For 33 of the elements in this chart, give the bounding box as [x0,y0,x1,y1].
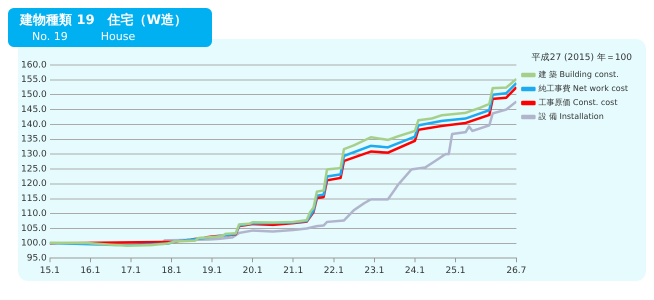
y-tick-label: 130.0 [21,150,48,160]
chart-title: 建物種類 19 住宅（W造） [20,12,188,29]
y-tick-label: 115.0 [21,194,48,204]
y-tick-label: 150.0 [21,90,48,100]
legend-label: 工事原価 Const. cost [538,98,618,108]
y-tick-label: 145.0 [21,104,48,115]
legend-label: 建 築 Building const. [537,70,619,80]
x-tick-label: 21.1 [283,266,304,276]
y-tick-label: 135.0 [21,134,48,145]
legend-label: 設 備 Installation [538,112,604,122]
y-tick-label: 155.0 [21,75,48,86]
y-tick-label: 140.0 [21,120,48,130]
y-tick-label: 160.0 [21,60,48,70]
y-tick-label: 95.0 [26,254,48,264]
x-tick-label: 18.1 [161,266,182,276]
y-tick-label: 100.0 [21,238,48,249]
x-tick-label: 26.7 [506,266,526,276]
x-tick-label: 15.1 [40,266,60,276]
y-tick-label: 120.0 [21,179,48,190]
y-tick-label: 110.0 [21,208,48,219]
x-tick-label: 25.1 [445,266,466,276]
x-tick-label: 17.1 [120,266,141,276]
x-tick-label: 19.1 [202,266,222,276]
x-tick-label: 16.1 [80,266,100,276]
x-tick-label: 24.1 [404,266,425,276]
legend-label: 純工事費 Net work cost [538,84,628,94]
y-tick-label: 125.0 [21,164,48,174]
x-tick-label: 23.1 [364,266,384,276]
chart-subtitle: No. 19 House [31,29,136,44]
y-tick-label: 105.0 [21,224,48,234]
x-tick-label: 20.1 [242,266,263,276]
text: 平成27 (2015) 年＝100 [532,52,632,64]
x-tick-label: 22.1 [324,266,344,276]
